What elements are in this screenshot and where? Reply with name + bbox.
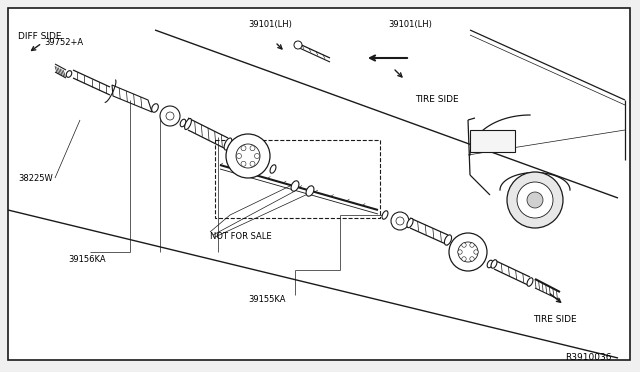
Ellipse shape <box>407 218 413 228</box>
Text: 39752+A: 39752+A <box>44 38 83 46</box>
Text: 39101(LH): 39101(LH) <box>248 20 292 29</box>
Text: 38225W: 38225W <box>18 173 52 183</box>
Circle shape <box>507 172 563 228</box>
Ellipse shape <box>291 181 299 191</box>
Circle shape <box>396 217 404 225</box>
Text: 39155KA: 39155KA <box>248 295 285 304</box>
Bar <box>470 130 515 152</box>
Circle shape <box>241 146 246 151</box>
Circle shape <box>474 250 478 254</box>
Circle shape <box>160 106 180 126</box>
Ellipse shape <box>224 138 232 150</box>
Circle shape <box>462 243 466 247</box>
Circle shape <box>470 257 474 261</box>
Text: R3910036: R3910036 <box>565 353 611 362</box>
Ellipse shape <box>444 235 452 245</box>
Ellipse shape <box>270 165 276 173</box>
Circle shape <box>255 154 259 158</box>
Ellipse shape <box>180 119 186 127</box>
Text: TIRE SIDE: TIRE SIDE <box>533 315 577 324</box>
Circle shape <box>449 233 487 271</box>
Circle shape <box>236 144 260 168</box>
Ellipse shape <box>527 278 533 286</box>
Circle shape <box>250 146 255 151</box>
Text: NOT FOR SALE: NOT FOR SALE <box>210 232 271 241</box>
Circle shape <box>241 161 246 166</box>
Circle shape <box>458 250 462 254</box>
Circle shape <box>391 212 409 230</box>
Ellipse shape <box>67 71 72 77</box>
Ellipse shape <box>487 260 493 268</box>
Ellipse shape <box>152 104 158 112</box>
Text: TIRE SIDE: TIRE SIDE <box>415 95 459 104</box>
Circle shape <box>517 182 553 218</box>
Circle shape <box>458 242 478 262</box>
Ellipse shape <box>306 186 314 196</box>
Text: DIFF SIDE: DIFF SIDE <box>18 32 61 41</box>
Ellipse shape <box>382 211 388 219</box>
Ellipse shape <box>184 118 191 129</box>
Circle shape <box>527 192 543 208</box>
Circle shape <box>470 243 474 247</box>
Circle shape <box>166 112 174 120</box>
Circle shape <box>237 154 241 158</box>
Text: 39101(LH): 39101(LH) <box>388 20 432 29</box>
Circle shape <box>226 134 270 178</box>
Circle shape <box>462 257 466 261</box>
Circle shape <box>250 161 255 166</box>
Circle shape <box>294 41 302 49</box>
Text: 39156KA: 39156KA <box>68 255 106 264</box>
Bar <box>215 140 380 218</box>
Ellipse shape <box>491 260 497 268</box>
